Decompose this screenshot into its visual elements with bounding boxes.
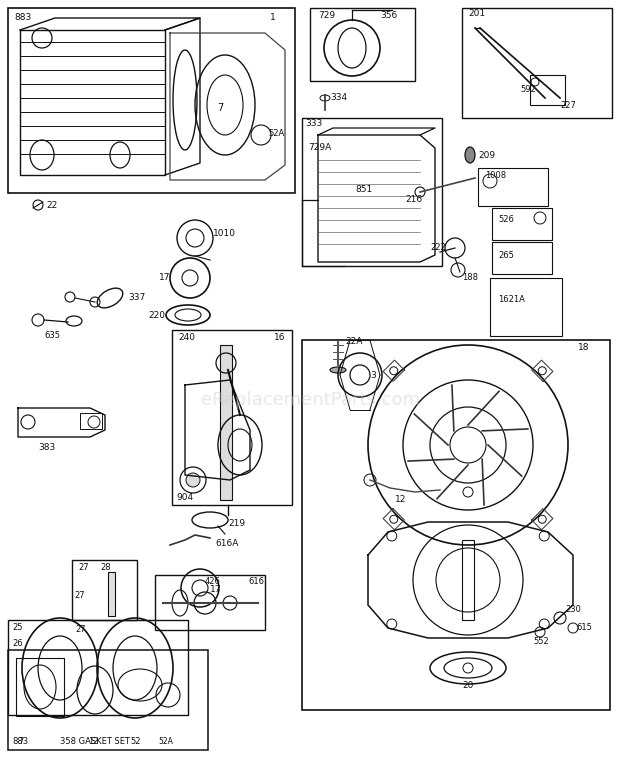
Text: 27: 27 [75,625,86,635]
Text: 729: 729 [318,11,335,20]
Bar [302,118,442,266]
Text: 729A: 729A [308,144,331,153]
Bar [530,75,565,105]
Text: 25: 25 [12,623,22,632]
Bar [490,278,562,336]
Bar [80,413,102,429]
Bar [16,658,64,716]
Text: 383: 383 [38,444,55,452]
Text: 265: 265 [498,251,514,259]
Text: 592: 592 [520,86,536,94]
Bar [462,540,474,620]
Bar [155,575,265,630]
Text: 227: 227 [560,100,576,109]
Text: 883: 883 [14,14,31,23]
Text: eReplacementParts.com: eReplacementParts.com [200,391,420,409]
Text: 904: 904 [177,492,193,502]
Bar [8,620,188,715]
Text: 426: 426 [205,577,221,585]
Bar [310,8,415,81]
Text: 1010: 1010 [213,230,236,239]
Text: 337: 337 [128,293,145,302]
Text: 22: 22 [46,201,57,210]
Text: 635: 635 [44,331,60,340]
Text: 52: 52 [130,737,141,746]
Text: 22A: 22A [345,337,362,347]
Text: 356: 356 [380,11,397,20]
Text: 358 GASKET SET: 358 GASKET SET [60,737,130,746]
Text: 26: 26 [12,638,22,648]
Text: 7: 7 [18,737,24,746]
Text: 616: 616 [248,577,264,585]
Text: 7: 7 [217,103,223,113]
Text: 16: 16 [274,333,285,341]
Bar [462,8,612,118]
Text: 18: 18 [578,343,590,351]
Text: 52A: 52A [158,737,173,746]
Text: 334: 334 [330,93,347,102]
Text: 17: 17 [210,585,221,594]
Bar [492,242,552,274]
Bar [72,560,137,620]
Bar [8,650,208,750]
Text: 201: 201 [468,10,485,18]
Text: 12: 12 [395,496,406,505]
Bar [172,330,292,505]
Text: 188: 188 [462,274,478,283]
Text: 616A: 616A [215,539,238,547]
Text: 20: 20 [463,680,474,689]
Text: 1: 1 [270,14,276,23]
Text: 52A: 52A [268,128,284,138]
Text: 552: 552 [533,638,549,647]
Text: 222: 222 [430,243,446,252]
Text: 219: 219 [228,520,245,528]
Text: 3: 3 [370,371,376,379]
Text: 883: 883 [12,737,28,746]
Text: 240: 240 [178,333,195,341]
Text: 333: 333 [305,119,322,128]
Text: 615: 615 [576,623,592,632]
Text: 27: 27 [74,591,84,600]
Text: 27: 27 [78,562,89,572]
Text: 1621A: 1621A [498,296,525,305]
Text: 17: 17 [159,274,170,283]
Bar [220,345,232,500]
Text: 220: 220 [148,311,165,319]
Bar [478,168,548,206]
Text: 230: 230 [565,606,581,615]
Text: 216: 216 [405,195,422,204]
Text: 851: 851 [355,185,372,195]
Bar [302,340,610,710]
Bar [492,208,552,240]
Circle shape [186,473,200,487]
Text: 209: 209 [478,150,495,160]
Text: 12: 12 [88,737,99,746]
Bar [8,8,295,193]
Bar [108,572,115,616]
Text: 1008: 1008 [485,170,506,179]
Text: 526: 526 [498,216,514,224]
Text: 28: 28 [100,562,110,572]
Ellipse shape [465,147,475,163]
Ellipse shape [330,367,346,373]
